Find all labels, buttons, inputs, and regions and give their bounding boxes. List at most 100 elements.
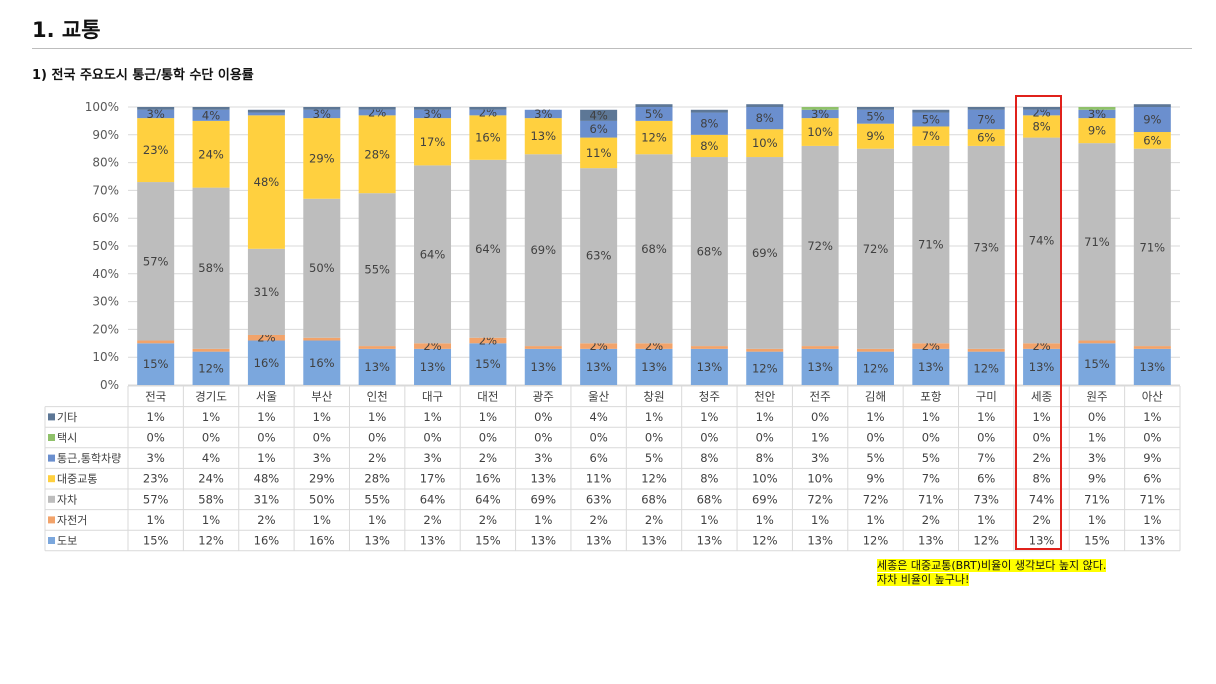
table-cell: 64%	[475, 492, 501, 506]
annotation-line-2: 자차 비율이 높구나!	[877, 573, 970, 586]
table-cell: 0%	[534, 410, 552, 424]
bar-segment	[635, 104, 673, 107]
table-cell: 3%	[423, 451, 441, 465]
bar-segment	[967, 145, 1005, 349]
bar-segment	[856, 348, 894, 352]
bar-segment	[801, 118, 839, 146]
table-cell: 15%	[1084, 534, 1110, 548]
bar-segment	[1023, 115, 1061, 138]
data-label: 10%	[752, 136, 778, 150]
bar-segment	[1023, 343, 1061, 349]
legend-swatch	[48, 434, 55, 441]
y-tick-label: 50%	[92, 239, 119, 253]
bar-segment	[358, 346, 396, 349]
table-cell: 0%	[1032, 431, 1050, 445]
table-cell: 11%	[586, 472, 612, 486]
data-label: 13%	[1029, 360, 1055, 374]
data-label: 3%	[313, 107, 331, 121]
bar-segment	[524, 154, 562, 347]
table-cell: 3%	[811, 451, 829, 465]
bar-segment	[967, 109, 1005, 130]
table-cell: 2%	[423, 513, 441, 527]
table-cell: 16%	[475, 472, 501, 486]
bar-segment	[524, 346, 562, 349]
table-cell: 1%	[1088, 431, 1106, 445]
data-label: 13%	[807, 360, 833, 374]
bar-segment	[912, 109, 950, 113]
bar-segment	[1133, 148, 1171, 347]
bar-segment	[690, 112, 728, 135]
bar-segment	[469, 159, 507, 338]
data-label: 64%	[420, 247, 446, 261]
annotation-line-1: 세종은 대중교통(BRT)비율이 생각보다 높지 않다.	[877, 559, 1107, 572]
bar-segment	[912, 112, 950, 127]
bar-segment	[690, 157, 728, 347]
table-cell: 1%	[368, 513, 386, 527]
bar-segment	[1078, 118, 1116, 144]
data-label: 28%	[364, 147, 390, 161]
bar-segment	[746, 348, 784, 352]
bar-segment	[303, 118, 341, 199]
bar-segment	[1133, 346, 1171, 349]
bar-segment	[690, 134, 728, 158]
bar-segment	[137, 343, 175, 385]
bar-segment	[137, 107, 175, 110]
table-cell: 71%	[1140, 492, 1166, 506]
category-label: 광주	[533, 389, 554, 403]
data-label: 3%	[811, 107, 829, 121]
data-label: 63%	[586, 249, 612, 263]
table-cell: 2%	[590, 513, 608, 527]
table-cell: 72%	[863, 492, 889, 506]
table-cell: 3%	[147, 451, 165, 465]
data-label: 57%	[143, 254, 169, 268]
data-label: 12%	[863, 361, 889, 375]
data-label: 15%	[143, 357, 169, 371]
annotation-note: 세종은 대중교통(BRT)비율이 생각보다 높지 않다. 자차 비율이 높구나!	[877, 559, 1107, 587]
data-label: 17%	[420, 135, 446, 149]
data-label: 74%	[1029, 233, 1055, 247]
bar-segment	[635, 348, 673, 385]
table-cell: 2%	[922, 513, 940, 527]
category-label: 청주	[699, 389, 720, 403]
data-label: 13%	[697, 360, 723, 374]
table-cell: 48%	[254, 472, 280, 486]
bar-segment	[580, 109, 618, 121]
table-cell: 63%	[586, 492, 612, 506]
bar-segment	[912, 145, 950, 344]
bar-segment	[247, 109, 285, 113]
bar-segment	[137, 109, 175, 119]
table-cell: 0%	[423, 431, 441, 445]
bar-segment	[967, 348, 1005, 352]
table-cell: 8%	[756, 451, 774, 465]
bar-segment	[358, 193, 396, 347]
category-label: 원주	[1086, 389, 1107, 403]
table-cell: 0%	[147, 431, 165, 445]
data-label: 55%	[364, 263, 390, 277]
table-cell: 10%	[752, 472, 778, 486]
data-label: 13%	[1140, 360, 1166, 374]
bar-segment	[635, 343, 673, 349]
bar-segment	[1078, 343, 1116, 385]
bar-segment	[912, 126, 950, 146]
table-cell: 0%	[922, 431, 940, 445]
legend-swatch	[48, 537, 55, 544]
table-cell: 0%	[313, 431, 331, 445]
bar-segment	[967, 351, 1005, 385]
data-label: 9%	[866, 129, 884, 143]
category-label: 울산	[588, 389, 610, 403]
table-cell: 12%	[752, 534, 778, 548]
y-tick-label: 0%	[100, 378, 119, 392]
table-cell: 69%	[530, 492, 556, 506]
y-tick-label: 30%	[92, 295, 119, 309]
bar-segment	[137, 118, 175, 183]
legend-label: 도보	[57, 535, 77, 548]
table-cell: 6%	[590, 451, 608, 465]
table-cell: 16%	[254, 534, 280, 548]
data-label: 12%	[198, 361, 224, 375]
bar-segment	[1078, 109, 1116, 119]
bar-segment	[524, 348, 562, 385]
data-label: 5%	[866, 110, 884, 124]
bar-segment	[690, 348, 728, 385]
legend-swatch	[48, 475, 55, 483]
y-tick-label: 20%	[92, 322, 119, 336]
